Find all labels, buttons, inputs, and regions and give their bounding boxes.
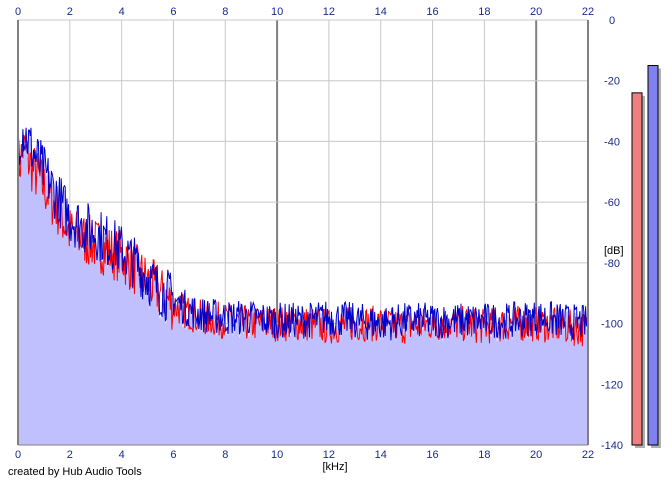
x-tick-label-top: 0 — [15, 6, 21, 18]
x-tick-label-top: 20 — [530, 6, 542, 18]
y-tick-labels: 0 -20 -40 -60 -80 -100 -120 -140 — [601, 15, 623, 452]
x-tick-label-top: 16 — [426, 6, 438, 18]
x-tick-label-bottom: 20 — [530, 449, 542, 461]
level-meters — [631, 65, 661, 449]
x-tick-label-top: 22 — [582, 6, 594, 18]
y-axis-label: [dB] — [604, 245, 624, 257]
y-tick-label: -100 — [601, 319, 623, 331]
x-tick-label-top: 18 — [478, 6, 490, 18]
series-line-2 — [17, 127, 589, 341]
x-tick-label-bottom: 0 — [15, 449, 21, 461]
x-tick-label-top: 6 — [170, 6, 176, 18]
x-tick-label-top: 8 — [222, 6, 228, 18]
y-tick-label: -40 — [604, 136, 620, 148]
level-meter-1 — [631, 92, 643, 446]
x-tick-label-bottom: 14 — [375, 449, 387, 461]
y-tick-label: -80 — [604, 258, 620, 270]
y-tick-label: 0 — [609, 15, 615, 27]
x-tick-label-bottom: 16 — [426, 449, 438, 461]
x-axis-label: [kHz] — [322, 461, 347, 473]
x-tick-label-bottom: 22 — [582, 449, 594, 461]
x-tick-label-top: 2 — [67, 6, 73, 18]
y-tick-label: -120 — [601, 379, 623, 391]
x-tick-label-bottom: 18 — [478, 449, 490, 461]
credit-text: created by Hub Audio Tools — [8, 466, 142, 478]
x-tick-label-bottom: 10 — [271, 449, 283, 461]
x-tick-label-bottom: 12 — [323, 449, 335, 461]
x-tick-label-bottom: 4 — [119, 449, 125, 461]
x-tick-label-top: 4 — [119, 6, 125, 18]
x-tick-label-bottom: 8 — [222, 449, 228, 461]
x-tick-label-bottom: 2 — [67, 449, 73, 461]
x-tick-label-top: 14 — [375, 6, 387, 18]
x-tick-label-top: 10 — [271, 6, 283, 18]
x-tick-label-top: 12 — [323, 6, 335, 18]
y-tick-label: -140 — [601, 440, 623, 452]
axes — [17, 20, 589, 446]
spectrum-fill — [18, 131, 588, 446]
level-meter-2 — [647, 65, 659, 446]
series-group — [17, 127, 589, 347]
y-tick-label: -20 — [604, 76, 620, 88]
y-tick-label: -60 — [604, 197, 620, 209]
x-tick-label-bottom: 6 — [170, 449, 176, 461]
